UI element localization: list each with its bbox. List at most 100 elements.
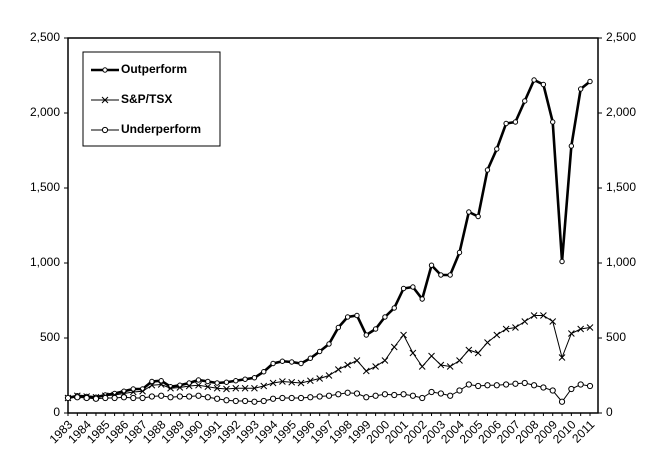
marker: [120, 394, 128, 401]
marker: [195, 392, 202, 399]
marker: [512, 380, 519, 387]
marker: [568, 330, 575, 337]
marker: [260, 397, 267, 405]
marker: [493, 382, 500, 389]
marker: [484, 167, 491, 173]
marker: [92, 395, 100, 402]
marker: [419, 296, 425, 302]
marker: [307, 394, 314, 401]
marker: [186, 393, 193, 400]
marker: [503, 120, 509, 127]
marker: [205, 378, 211, 385]
x-tick-label: 2011: [569, 417, 597, 445]
marker: [381, 391, 389, 398]
marker: [456, 387, 463, 394]
marker: [409, 392, 416, 399]
marker: [64, 394, 72, 402]
marker: [195, 377, 202, 383]
y-tick-label: 2,500: [30, 30, 60, 44]
marker: [521, 318, 529, 325]
marker: [550, 119, 556, 125]
marker: [270, 360, 276, 367]
marker: [391, 305, 397, 311]
marker: [437, 390, 444, 397]
marker: [213, 384, 221, 392]
marker: [325, 372, 333, 379]
marker: [438, 272, 444, 278]
marker: [363, 394, 370, 401]
marker: [214, 395, 221, 402]
marker: [307, 355, 314, 361]
marker: [475, 213, 481, 220]
marker: [428, 262, 435, 268]
marker: [410, 284, 416, 290]
marker: [465, 381, 472, 388]
marker: [446, 363, 454, 370]
marker: [269, 395, 277, 402]
marker: [102, 394, 109, 402]
marker: [540, 384, 547, 391]
marker: [269, 379, 277, 387]
marker: [344, 389, 351, 396]
marker: [101, 126, 109, 134]
marker: [484, 382, 491, 389]
marker: [447, 392, 454, 399]
marker: [531, 77, 537, 83]
y2-tick-label: 1,500: [606, 180, 636, 194]
marker: [428, 388, 435, 396]
marker: [242, 397, 249, 405]
legend-label: Outperform: [121, 62, 187, 76]
marker: [176, 384, 184, 391]
marker: [577, 381, 584, 388]
marker: [241, 384, 249, 392]
marker: [297, 379, 305, 387]
marker: [335, 391, 342, 398]
marker: [540, 312, 547, 319]
marker: [391, 391, 398, 399]
marker: [261, 369, 267, 375]
marker: [223, 379, 230, 385]
marker: [447, 272, 453, 278]
y-tick-label: 1,500: [30, 180, 60, 194]
y-tick-label: 2,000: [30, 105, 60, 119]
marker: [577, 86, 584, 92]
marker: [382, 314, 388, 320]
marker: [316, 393, 323, 400]
marker: [456, 357, 463, 364]
marker: [522, 98, 528, 104]
marker: [381, 357, 389, 364]
marker: [223, 397, 230, 404]
marker: [251, 375, 258, 381]
marker: [493, 331, 501, 339]
y-tick-label: 0: [53, 405, 60, 419]
marker: [316, 375, 324, 382]
marker: [530, 312, 538, 319]
marker: [288, 394, 295, 402]
marker: [577, 325, 585, 333]
marker: [344, 314, 351, 320]
marker: [148, 381, 156, 389]
marker: [418, 363, 426, 370]
marker: [372, 363, 379, 370]
marker: [279, 358, 286, 364]
marker: [558, 354, 566, 361]
y-tick-label: 500: [40, 330, 60, 344]
marker: [437, 361, 445, 369]
marker: [344, 361, 351, 369]
marker: [204, 394, 211, 401]
marker: [279, 394, 286, 402]
marker: [558, 398, 566, 405]
marker: [130, 394, 137, 402]
marker: [204, 383, 212, 391]
plot-frame: [67, 37, 599, 414]
y2-tick-label: 2,500: [606, 30, 636, 44]
y2-tick-label: 0: [606, 405, 613, 419]
marker: [484, 339, 491, 346]
marker: [465, 346, 473, 354]
marker: [307, 377, 314, 385]
marker: [251, 398, 258, 405]
marker: [419, 394, 426, 402]
y2-tick-label: 1,000: [606, 255, 636, 269]
marker: [130, 386, 136, 392]
